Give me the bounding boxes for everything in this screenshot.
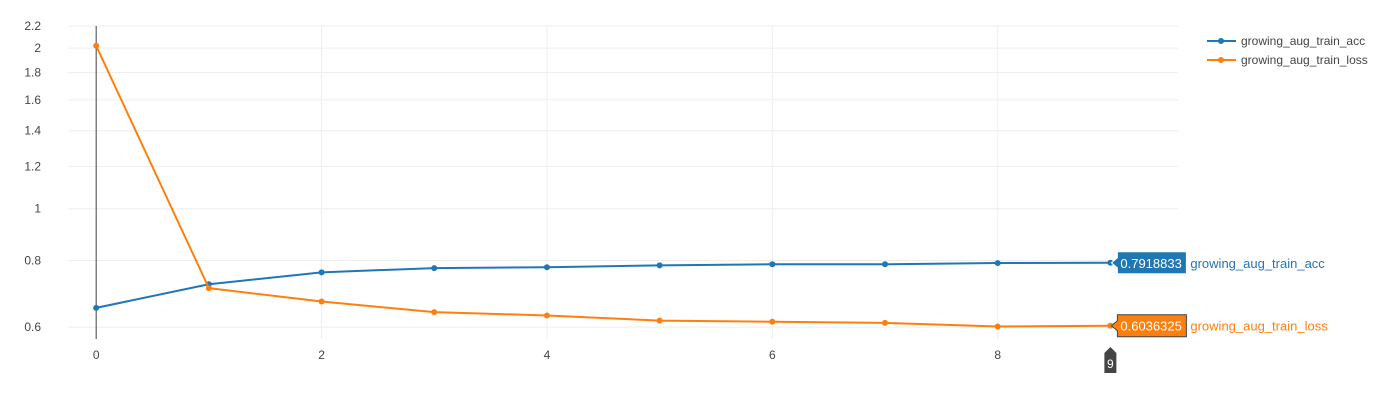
series-line-growing_aug_train_loss xyxy=(95,45,1111,328)
data-point-growing_aug_train_loss[interactable] xyxy=(431,309,438,316)
data-point-growing_aug_train_acc[interactable] xyxy=(318,269,325,276)
legend-marker xyxy=(1218,38,1224,44)
y-tick-label: 1.6 xyxy=(24,93,41,107)
y-tick-label: 0.8 xyxy=(24,253,41,267)
legend-item-label[interactable]: growing_aug_train_acc xyxy=(1241,34,1365,48)
data-point-growing_aug_train_loss[interactable] xyxy=(543,312,550,319)
x-hover-label: 9 xyxy=(1107,357,1114,371)
y-tick-label: 1.4 xyxy=(24,124,41,138)
x-tick-label: 4 xyxy=(544,348,551,362)
x-tick-label: 2 xyxy=(318,348,325,362)
legend-item-label[interactable]: growing_aug_train_loss xyxy=(1241,53,1368,67)
y-tick-label: 2 xyxy=(34,41,41,55)
data-point-growing_aug_train_acc[interactable] xyxy=(543,264,550,271)
y-tick-label: 0.6 xyxy=(24,320,41,334)
x-tick-label: 8 xyxy=(994,348,1001,362)
x-hover-box xyxy=(1104,347,1117,373)
y-tick-label: 1.2 xyxy=(24,159,41,173)
y-tick-label: 1.8 xyxy=(24,66,41,80)
hover-series-name: growing_aug_train_acc xyxy=(1190,256,1325,271)
hover-value-label: 0.7918833 xyxy=(1120,256,1181,271)
data-point-growing_aug_train_acc[interactable] xyxy=(431,265,438,272)
x-tick-label: 6 xyxy=(769,348,776,362)
data-point-growing_aug_train_loss[interactable] xyxy=(882,319,889,326)
data-point-growing_aug_train_loss[interactable] xyxy=(769,318,776,325)
data-point-growing_aug_train_loss[interactable] xyxy=(1107,322,1114,329)
series-line-growing_aug_train_acc xyxy=(95,261,1111,309)
data-point-growing_aug_train_loss[interactable] xyxy=(205,285,212,292)
hover-value-box xyxy=(1110,251,1187,275)
data-point-growing_aug_train_acc[interactable] xyxy=(769,261,776,268)
y-tick-label: 2.2 xyxy=(24,19,41,33)
data-point-growing_aug_train_acc[interactable] xyxy=(93,304,100,311)
data-point-growing_aug_train_acc[interactable] xyxy=(656,262,663,269)
y-tick-label: 1 xyxy=(34,202,41,216)
hover-series-name: growing_aug_train_loss xyxy=(1190,319,1328,334)
legend-marker xyxy=(1218,57,1224,63)
hover-value-box xyxy=(1110,314,1187,338)
data-point-growing_aug_train_acc[interactable] xyxy=(1107,259,1114,266)
data-point-growing_aug_train_loss[interactable] xyxy=(656,317,663,324)
data-point-growing_aug_train_acc[interactable] xyxy=(882,261,889,268)
hover-value-label: 0.6036325 xyxy=(1120,319,1181,334)
data-point-growing_aug_train_loss[interactable] xyxy=(93,42,100,49)
data-point-growing_aug_train_loss[interactable] xyxy=(994,323,1001,330)
data-point-growing_aug_train_acc[interactable] xyxy=(994,260,1001,267)
x-tick-label: 0 xyxy=(93,348,100,362)
data-point-growing_aug_train_loss[interactable] xyxy=(318,298,325,305)
